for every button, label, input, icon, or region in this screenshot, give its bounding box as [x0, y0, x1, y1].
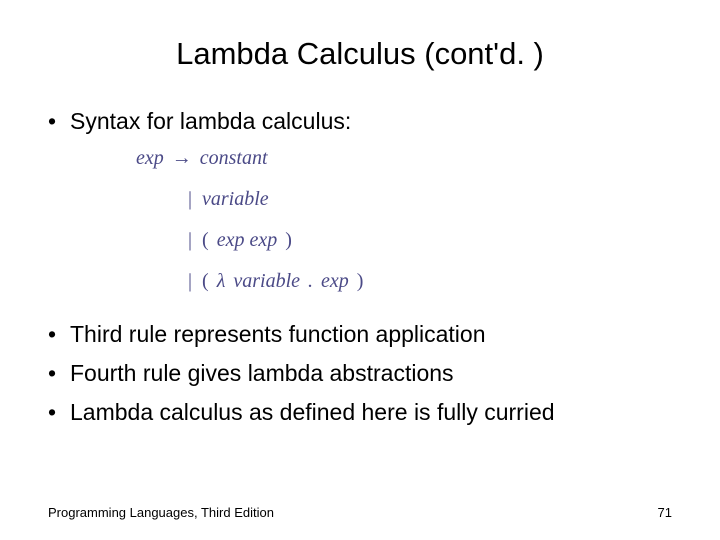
grammar-block: exp → constant | variable | ( exp exp) | …: [136, 147, 672, 293]
grammar-dot: .: [308, 270, 313, 293]
bullet-list: Third rule represents function applicati…: [48, 319, 672, 428]
open-paren-icon: (: [202, 270, 209, 293]
footer-left: Programming Languages, Third Edition: [48, 505, 274, 520]
pipe-icon: |: [186, 270, 194, 293]
open-paren-icon: (: [202, 229, 209, 252]
bullet-item: Syntax for lambda calculus:: [48, 106, 672, 137]
slide-title: Lambda Calculus (cont'd. ): [48, 36, 672, 72]
grammar-variable: variable: [202, 188, 269, 211]
arrow-icon: →: [172, 147, 192, 170]
grammar-lambda: λ: [217, 270, 226, 293]
bullet-item: Fourth rule gives lambda abstractions: [48, 358, 672, 389]
bullet-list: Syntax for lambda calculus:: [48, 106, 672, 137]
grammar-variable: variable: [233, 270, 300, 293]
grammar-exp: exp: [136, 147, 164, 170]
bullet-item: Third rule represents function applicati…: [48, 319, 672, 350]
grammar-rule-2: | variable: [186, 188, 672, 211]
grammar-rule-1: exp → constant: [136, 147, 672, 170]
grammar-expexp: exp exp: [217, 229, 278, 252]
footer-page-number: 71: [658, 505, 672, 520]
slide-footer: Programming Languages, Third Edition 71: [48, 505, 672, 520]
grammar-constant: constant: [200, 147, 268, 170]
pipe-icon: |: [186, 188, 194, 211]
close-paren-icon: ): [357, 270, 364, 293]
bullet-item: Lambda calculus as defined here is fully…: [48, 397, 672, 428]
pipe-icon: |: [186, 229, 194, 252]
grammar-rule-4: | ( λ variable . exp): [186, 270, 672, 293]
grammar-rule-3: | ( exp exp): [186, 229, 672, 252]
close-paren-icon: ): [285, 229, 292, 252]
slide-container: Lambda Calculus (cont'd. ) Syntax for la…: [0, 0, 720, 540]
grammar-exp: exp: [321, 270, 349, 293]
